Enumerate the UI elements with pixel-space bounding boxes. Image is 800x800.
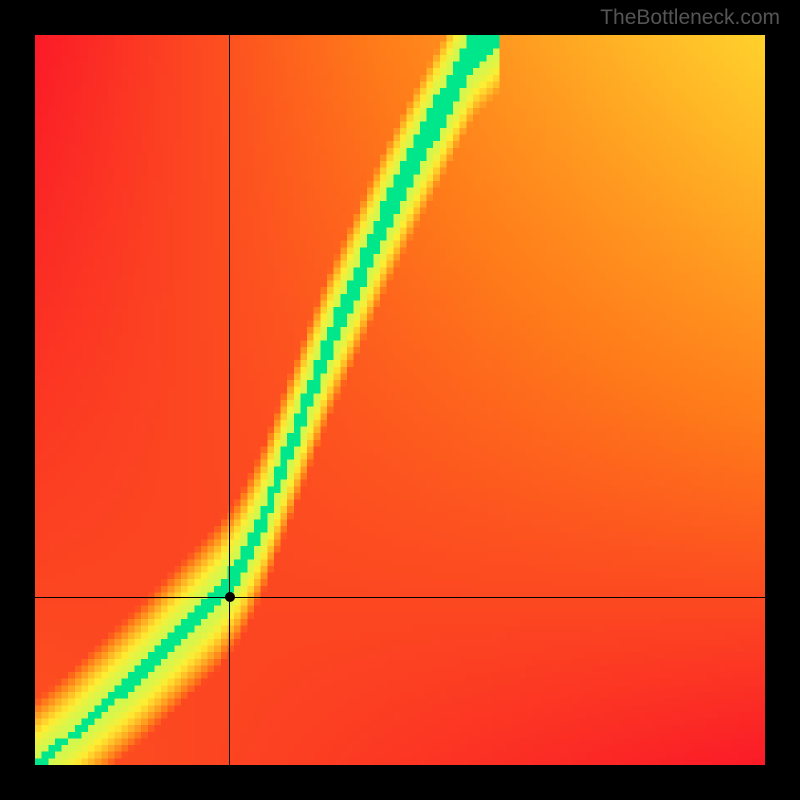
- bottleneck-heatmap: [35, 35, 765, 765]
- crosshair-vertical: [229, 35, 230, 765]
- crosshair-horizontal: [35, 597, 765, 598]
- plot-area: [35, 35, 765, 765]
- crosshair-dot: [225, 592, 235, 602]
- watermark-text: TheBottleneck.com: [600, 6, 780, 30]
